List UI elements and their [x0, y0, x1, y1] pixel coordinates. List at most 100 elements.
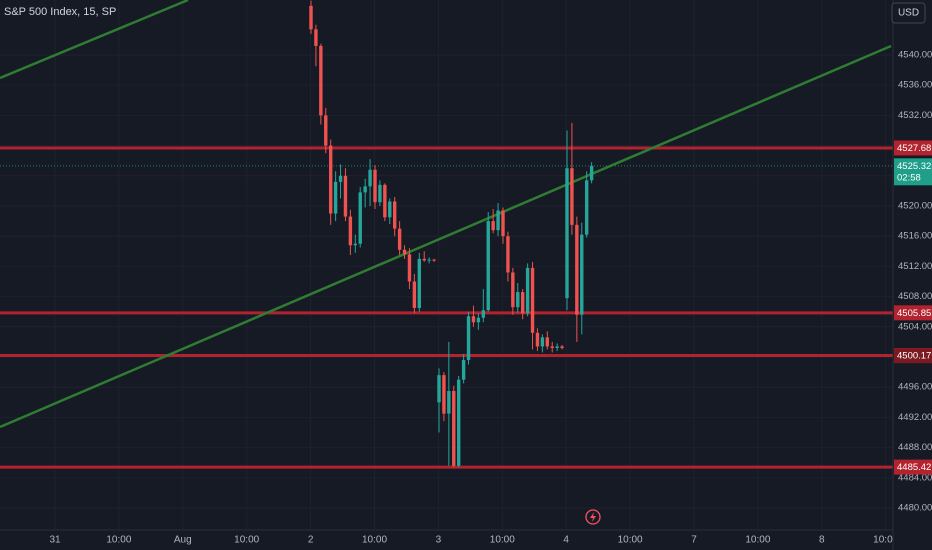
candle-body: [447, 390, 451, 414]
x-tick-label: 10:00: [106, 535, 131, 546]
level-label-bg: [894, 140, 932, 156]
y-tick-label: 4488.00: [898, 442, 932, 453]
candle-body: [432, 259, 436, 261]
x-tick-label: 8: [819, 535, 825, 546]
candle-body: [575, 224, 579, 315]
candle-body: [452, 390, 456, 466]
x-tick-label: 4: [563, 535, 569, 546]
x-tick-label: 10:00: [490, 535, 515, 546]
candle-body: [580, 234, 584, 315]
candle-body: [476, 317, 481, 323]
trend-line[interactable]: [0, 44, 892, 429]
y-tick-label: 4540.00: [898, 49, 932, 60]
candle-body: [496, 210, 500, 231]
candle-body: [501, 210, 505, 237]
candle-body: [338, 175, 343, 182]
levels: [0, 146, 893, 469]
candle-body: [314, 29, 318, 46]
trend-line[interactable]: [0, 0, 189, 80]
x-tick-label: 7: [691, 535, 697, 546]
candle-body: [520, 292, 525, 314]
x-tick-label: 3: [436, 535, 442, 546]
candles: [309, 0, 594, 468]
candle-body: [560, 346, 564, 348]
candle-body: [412, 281, 417, 308]
candle-body: [481, 310, 486, 318]
countdown-label: 02:58: [897, 172, 921, 183]
y-tick-label: 4496.00: [898, 382, 932, 393]
candle-body: [333, 181, 338, 214]
candle-body: [328, 145, 333, 214]
candle-body: [422, 258, 426, 261]
lightning-icon[interactable]: [585, 509, 601, 525]
candle-body: [407, 254, 412, 282]
y-tick-label: 4512.00: [898, 261, 932, 272]
candle-body: [353, 243, 358, 246]
last-price-bg: [894, 158, 932, 186]
level-label: 4527.68: [897, 143, 931, 154]
candle-body: [511, 272, 515, 308]
currency-label[interactable]: USD: [898, 8, 919, 19]
y-tick-label: 4520.00: [898, 201, 932, 212]
candle-body: [555, 346, 559, 348]
candle-body: [466, 316, 471, 361]
level-label: 4505.85: [897, 308, 931, 319]
candle-body: [324, 115, 328, 146]
candle-body: [516, 292, 520, 308]
currency-button[interactable]: [891, 2, 926, 24]
candle-body: [348, 216, 353, 246]
candle-body: [383, 184, 387, 218]
candle-body: [550, 346, 554, 348]
candle-body: [427, 259, 431, 261]
candle-body: [437, 375, 441, 403]
candle-body: [486, 221, 490, 311]
last-price-label: 4525.32: [897, 161, 931, 172]
y-tick-label: 4508.00: [898, 291, 932, 302]
time-axis: [0, 530, 893, 550]
candle-body: [545, 337, 550, 347]
candle-body: [471, 316, 476, 323]
candle-body: [363, 186, 367, 193]
x-tick-label: 10:00: [362, 535, 387, 546]
candle-body: [378, 184, 382, 203]
x-tick-label: 10:00: [873, 535, 898, 546]
x-tick-label: 10:00: [234, 535, 259, 546]
candle-body: [506, 236, 510, 273]
time-axis-labels: 31 10:00 Aug 10:00 2 10:00 3 10:00 4 10:00 7 10:00 8…: [49, 535, 898, 546]
x-tick-label: 31: [49, 535, 61, 546]
price-label: 4500.17: [897, 351, 931, 362]
candle-body: [319, 45, 323, 116]
x-tick-label: 10:00: [745, 535, 770, 546]
candle-body: [530, 267, 535, 333]
candle-body: [373, 169, 377, 203]
level-label-bg: [894, 459, 932, 475]
candle-body: [388, 201, 392, 218]
candle-body: [442, 375, 446, 414]
price-axis: [893, 0, 932, 550]
candle-body: [402, 249, 407, 255]
candle-body: [392, 201, 397, 229]
candle-body: [461, 360, 466, 380]
price-label-bg: [894, 348, 932, 364]
candle-body: [309, 5, 313, 30]
chart-title: S&P 500 Index, 15, SP: [4, 6, 116, 18]
candle-body: [343, 175, 348, 217]
candle-body: [417, 258, 422, 308]
candle-body: [368, 169, 372, 187]
price-badges: 4527.684505.854500.204485.424500.174525.…: [894, 140, 932, 475]
candle-body: [535, 332, 540, 347]
candle-body: [570, 168, 574, 225]
x-tick-label: Aug: [174, 535, 192, 546]
x-tick-label: 2: [308, 535, 314, 546]
candle-body: [358, 192, 362, 244]
y-tick-label: 4480.00: [898, 503, 932, 514]
level-label-bg: [894, 305, 932, 321]
y-tick-label: 4492.00: [898, 412, 932, 423]
candle-body: [565, 168, 569, 299]
candle-body: [491, 221, 495, 231]
candle-body: [589, 165, 594, 181]
candle-body: [540, 337, 545, 347]
y-tick-label: 4532.00: [898, 110, 932, 121]
candle-body: [456, 379, 461, 466]
